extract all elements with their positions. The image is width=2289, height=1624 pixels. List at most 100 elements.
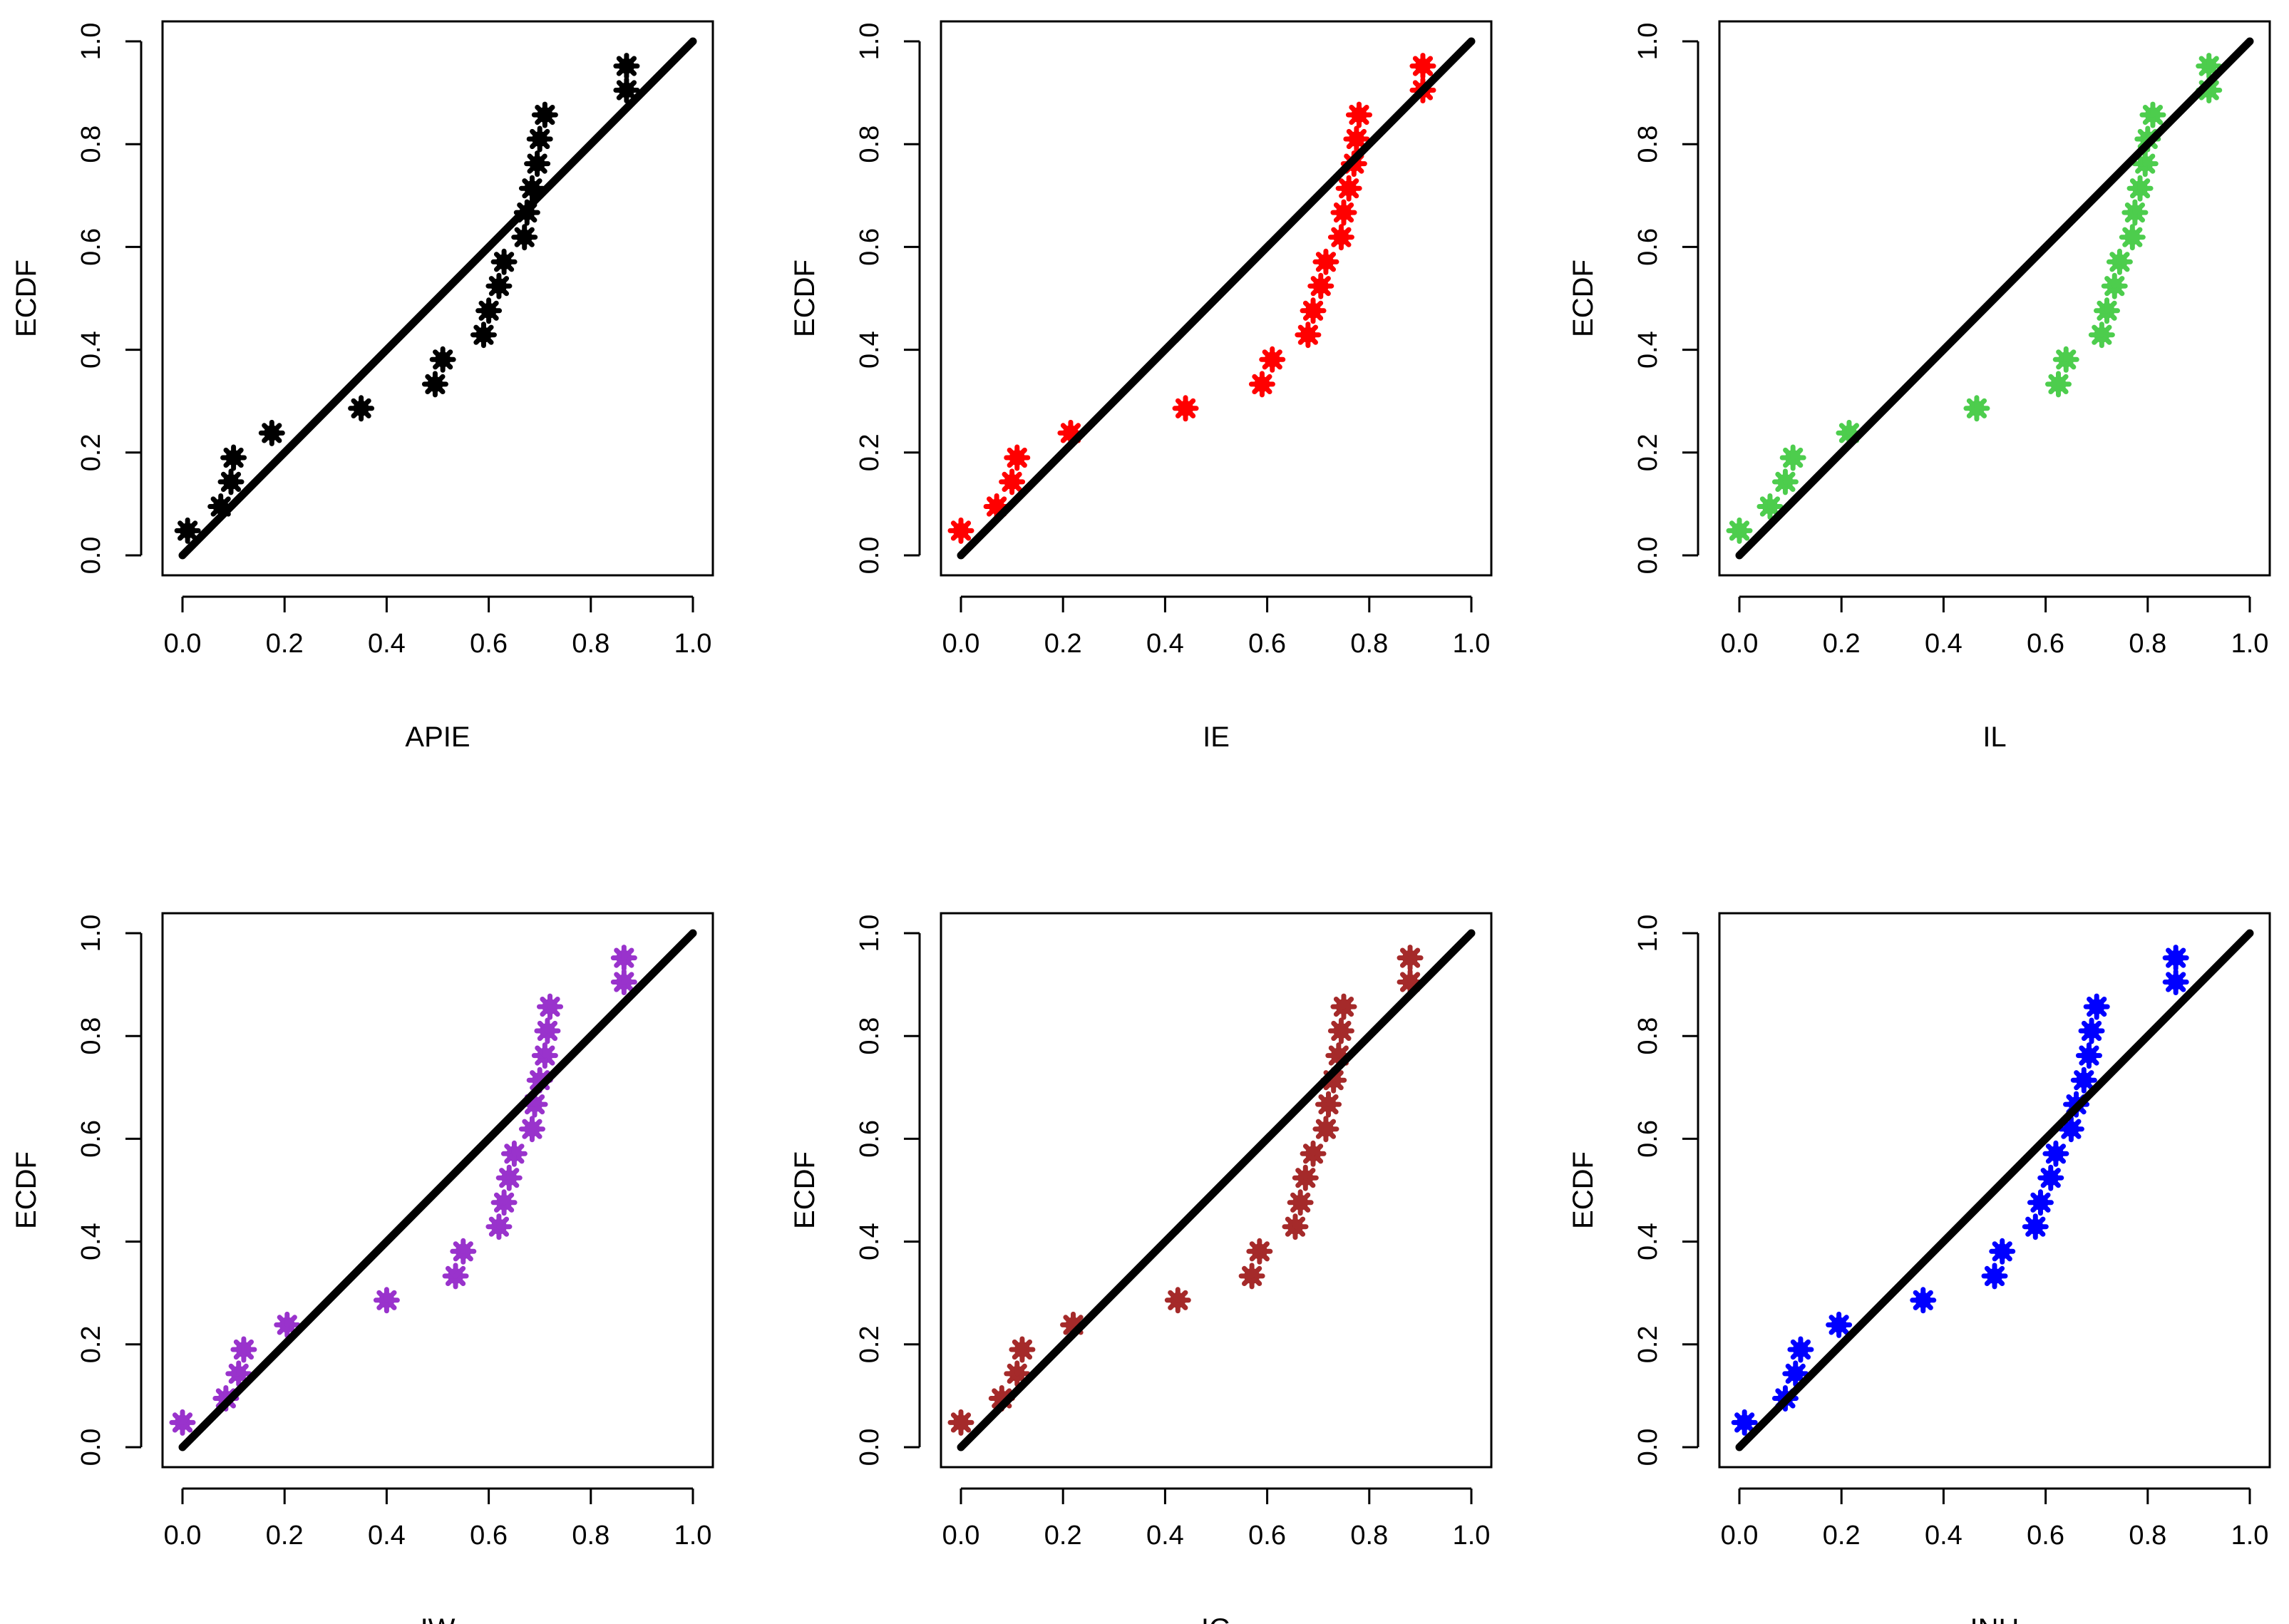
y-tick-label: 0.4: [855, 1223, 885, 1260]
ecdf-point: [442, 1263, 469, 1290]
ecdf-panel-ig: 0.0 0.2 0.4 0.6 0.8 1.0 IG 0.0 0.2 0.4 0.6 0.8 1.0 EC…: [789, 912, 1493, 1624]
ecdf-point: [500, 1140, 528, 1167]
x-tick-label: 1.0: [1453, 629, 1491, 659]
ecdf-point: [1989, 1238, 2016, 1265]
ecdf-point: [1282, 1213, 1309, 1240]
y-tick-label: 0.4: [1633, 1223, 1663, 1260]
y-tick-label: 0.6: [1633, 228, 1663, 266]
ecdf-point: [1981, 1263, 2008, 1290]
ecdf-point: [1246, 1238, 1273, 1265]
x-tick-label: 1.0: [2231, 629, 2269, 659]
y-axis-label: ECDF: [11, 259, 42, 337]
ecdf-point: [1312, 1116, 1339, 1143]
x-tick-label: 0.8: [1350, 629, 1388, 659]
ecdf-point: [1779, 444, 1806, 471]
ecdf-point: [2083, 993, 2110, 1020]
ecdf-point: [274, 1311, 301, 1338]
ecdf-point: [613, 53, 640, 80]
x-tick-label: 0.4: [1925, 629, 1963, 659]
y-tick-label: 0.4: [76, 331, 106, 369]
ecdf-point: [613, 77, 640, 103]
ecdf-point: [610, 968, 637, 995]
reference-line: [957, 929, 1476, 1451]
ecdf-point: [220, 444, 247, 471]
ecdf-point: [1396, 945, 1424, 972]
ecdf-points: [1726, 53, 2223, 544]
x-tick-label: 0.2: [1044, 1521, 1082, 1551]
ecdf-point: [2101, 272, 2128, 299]
x-tick-label: 0.6: [470, 629, 508, 659]
ecdf-point: [1164, 1287, 1191, 1314]
ecdf-point: [225, 1360, 252, 1387]
y-tick-label: 1.0: [1633, 23, 1663, 61]
ecdf-point: [2126, 175, 2154, 202]
y-tick-label: 1.0: [76, 915, 106, 952]
plot-frame: [161, 912, 714, 1469]
ecdf-point: [1004, 1360, 1031, 1387]
y-tick-label: 1.0: [76, 23, 106, 61]
ecdf-point: [518, 175, 545, 202]
ecdf-point: [174, 517, 201, 544]
ecdf-point: [2196, 53, 2223, 80]
x-tick-label: 1.0: [1453, 1521, 1491, 1551]
ecdf-point: [1238, 1263, 1265, 1290]
x-tick-label: 0.6: [2027, 1521, 2064, 1551]
y-tick-label: 0.8: [855, 125, 885, 163]
y-tick-label: 0.6: [1633, 1120, 1663, 1158]
ecdf-point: [1826, 1311, 1853, 1338]
y-tick-label: 0.8: [76, 1017, 106, 1055]
ecdf-point: [1315, 1091, 1342, 1118]
ecdf-point: [2162, 968, 2189, 995]
plot-frame: [161, 20, 714, 577]
x-tick-label: 0.2: [1044, 629, 1082, 659]
x-axis-label: IW: [421, 1613, 456, 1624]
ecdf-panel-ie: 0.0 0.2 0.4 0.6 0.8 1.0 IE 0.0 0.2 0.4 0.6 0.8 1.0 EC…: [789, 20, 1493, 753]
x-tick-label: 1.0: [2231, 1521, 2269, 1551]
y-tick-label: 0.0: [1633, 1429, 1663, 1466]
y-tick-label: 0.2: [1633, 433, 1663, 471]
ecdf-point: [475, 297, 503, 324]
ecdf-point: [1787, 1336, 1814, 1363]
x-tick-label: 0.2: [1823, 629, 1861, 659]
ecdf-points: [947, 53, 1436, 544]
ecdf-point: [2119, 224, 2146, 251]
plot-frame: [1718, 912, 2271, 1469]
ecdf-point: [2075, 1042, 2102, 1069]
ecdf-panel-apie: 0.0 0.2 0.4 0.6 0.8 1.0 APIE 0.0 0.2 0.4 0.6 0.8 1.0…: [11, 20, 714, 753]
x-tick-label: 0.2: [1823, 1521, 1861, 1551]
ecdf-point: [1345, 101, 1372, 128]
y-tick-label: 0.4: [855, 331, 885, 369]
x-tick-label: 0.8: [572, 629, 609, 659]
x-tick-label: 0.4: [1925, 1521, 1963, 1551]
y-tick-label: 0.6: [855, 228, 885, 266]
reference-line: [1735, 37, 2254, 560]
ecdf-panel-il: 0.0 0.2 0.4 0.6 0.8 1.0 IL 0.0 0.2 0.4 0.6 0.8 1.0 EC…: [1568, 20, 2271, 753]
y-tick-label: 0.6: [76, 228, 106, 266]
ecdf-point: [495, 1164, 523, 1191]
ecdf-point: [1259, 346, 1286, 373]
ecdf-point: [485, 272, 513, 299]
ecdf-point: [518, 1116, 545, 1143]
y-tick-label: 0.8: [1633, 1017, 1663, 1055]
x-tick-label: 0.0: [942, 1521, 980, 1551]
y-tick-label: 0.0: [855, 537, 885, 575]
ecdf-point: [1287, 1189, 1314, 1216]
y-tick-label: 0.0: [855, 1429, 885, 1466]
ecdf-point: [1335, 175, 1362, 202]
ecdf-point: [610, 945, 637, 972]
x-tick-label: 1.0: [674, 1521, 712, 1551]
x-tick-label: 0.8: [1350, 1521, 1388, 1551]
ecdf-point: [2088, 322, 2115, 349]
ecdf-point: [526, 125, 553, 153]
x-axis-label: APIE: [405, 721, 470, 753]
x-tick-label: 0.6: [1248, 629, 1286, 659]
ecdf-point: [1004, 444, 1031, 471]
ecdf-point: [2078, 1017, 2105, 1044]
x-tick-label: 0.2: [266, 1521, 304, 1551]
ecdf-point: [2139, 101, 2166, 128]
ecdf-point: [947, 1409, 974, 1436]
y-tick-label: 0.8: [1633, 125, 1663, 163]
ecdf-point: [470, 322, 497, 349]
x-axis-label: INH: [1970, 1613, 2020, 1624]
reference-line: [957, 37, 1476, 560]
